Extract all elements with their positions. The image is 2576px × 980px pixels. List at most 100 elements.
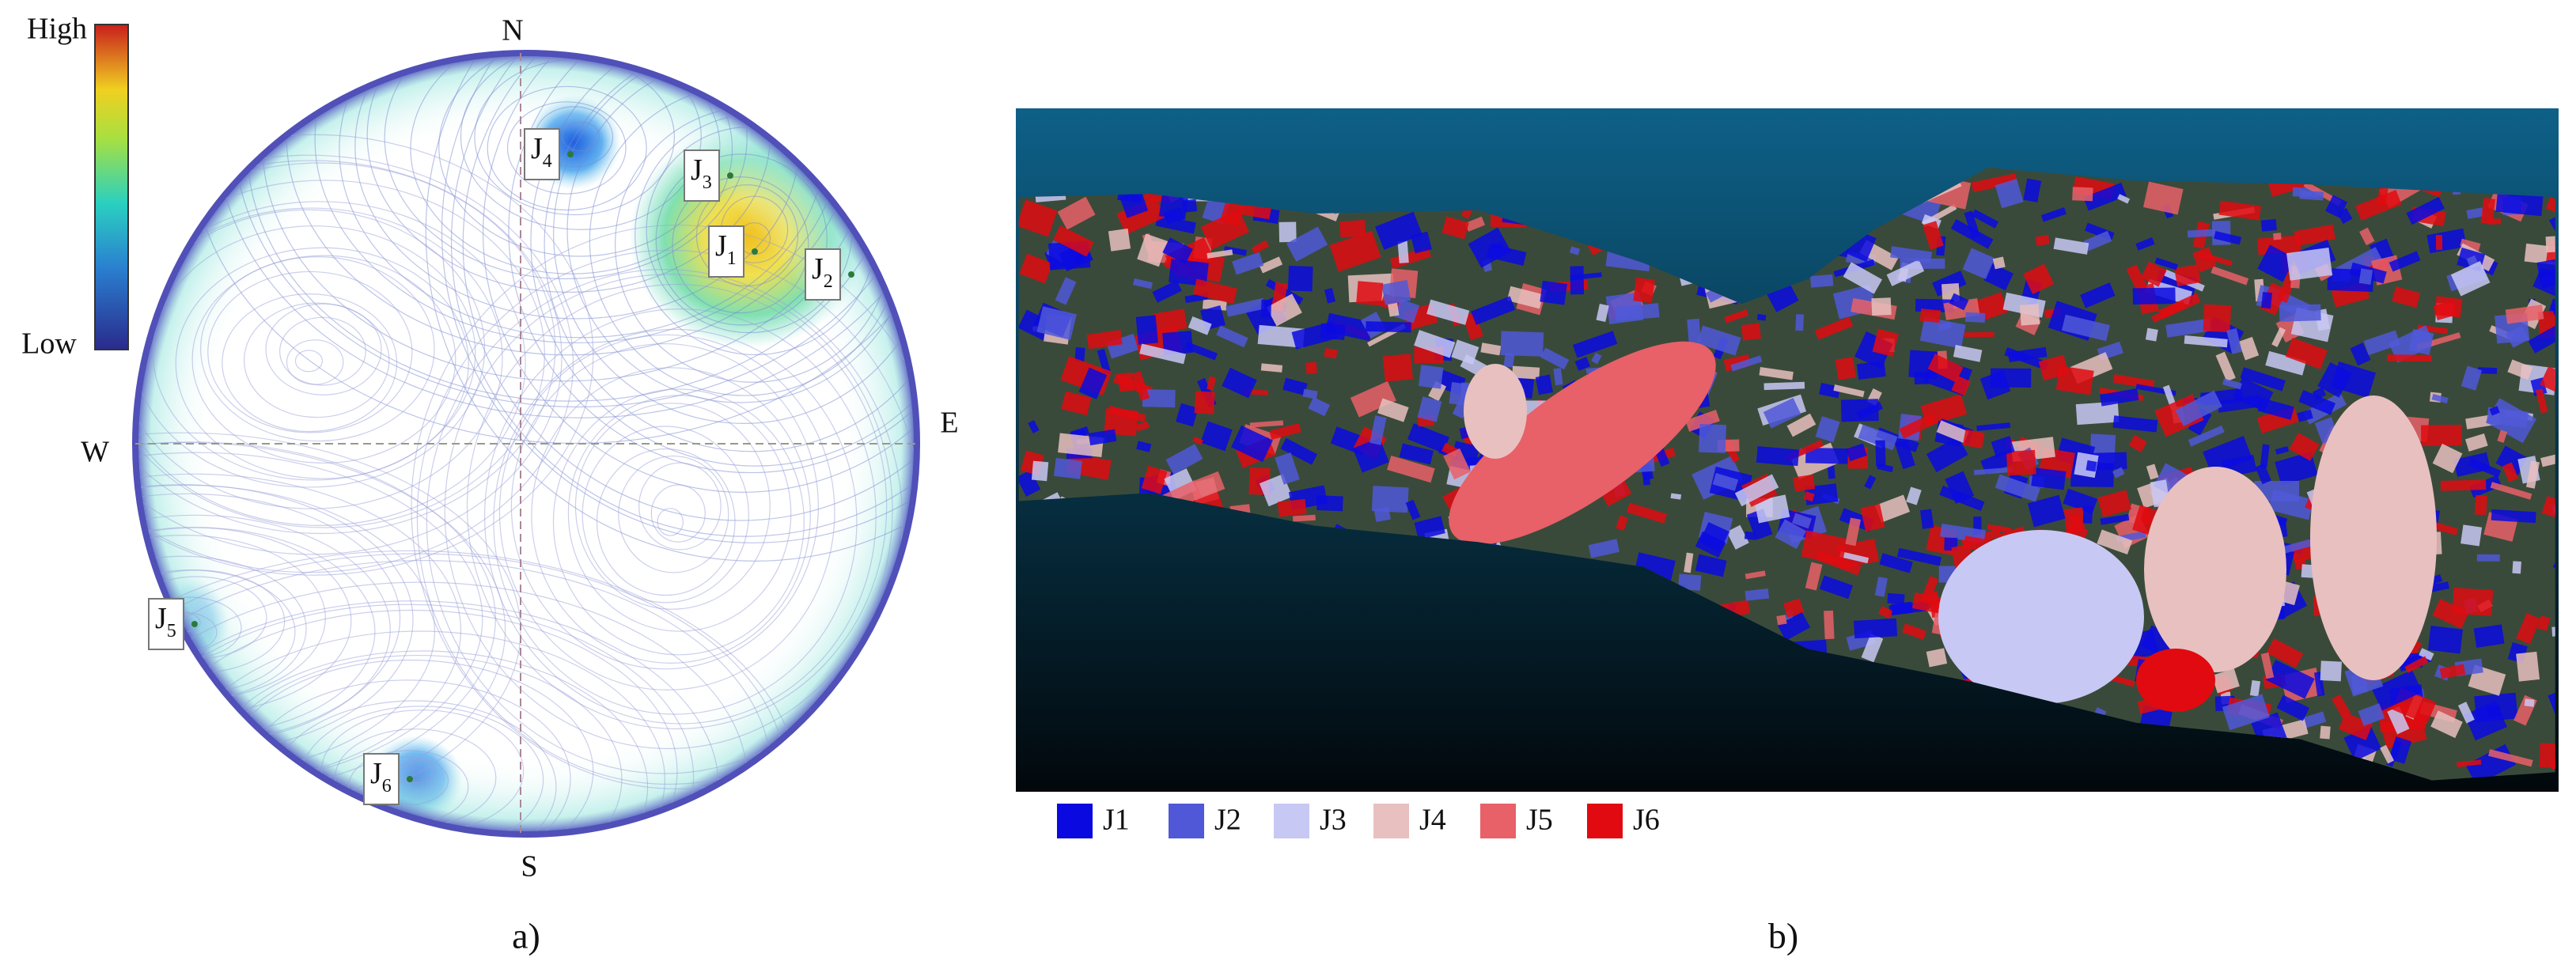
point-patch	[1734, 474, 1779, 507]
point-patch	[1162, 237, 1193, 264]
point-patch	[1633, 277, 1655, 304]
point-patch	[1695, 531, 1726, 558]
point-patch	[2516, 613, 2541, 645]
point-patch	[1839, 551, 1869, 564]
point-patch	[2289, 433, 2320, 461]
contour	[487, 85, 647, 211]
point-patch	[1846, 443, 1867, 462]
point-patch	[2053, 237, 2089, 255]
point-patch	[2083, 230, 2112, 252]
point-patch	[2217, 395, 2262, 413]
point-patch	[2474, 495, 2487, 516]
point-patch	[2456, 759, 2482, 767]
point-patch	[1878, 606, 1893, 619]
contour	[135, 207, 503, 509]
point-patch	[1397, 240, 1409, 263]
point-patch	[1269, 422, 1301, 441]
point-patch	[1824, 610, 1835, 640]
point-patch	[2332, 694, 2351, 719]
point-patch	[2265, 350, 2307, 376]
point-patch	[2226, 327, 2242, 354]
point-patch	[2188, 425, 2225, 447]
point-patch	[1976, 422, 2011, 431]
point-patch	[1840, 399, 1879, 422]
point-patch	[2489, 406, 2500, 416]
point-patch	[2255, 463, 2271, 485]
point-patch	[2023, 178, 2042, 202]
compass-w: W	[81, 436, 109, 469]
set-pole	[752, 248, 758, 255]
point-patch	[2038, 354, 2069, 381]
point-patch	[1685, 410, 1720, 432]
point-patch	[2184, 335, 2228, 348]
contour	[474, 59, 675, 216]
contour	[484, 308, 877, 725]
point-patch	[1983, 263, 2014, 291]
set-label-box	[363, 753, 400, 805]
point-patch	[2506, 325, 2529, 348]
point-patch	[1142, 389, 1176, 408]
point-patch	[2388, 251, 2421, 272]
point-patch	[1759, 367, 1794, 380]
point-patch	[1028, 419, 1040, 433]
point-patch	[2452, 588, 2494, 616]
point-patch	[2222, 694, 2270, 731]
point-patch	[2111, 675, 2135, 687]
point-patch	[1185, 342, 1218, 361]
set-label-letter: J	[812, 252, 824, 286]
point-patch	[1687, 318, 1701, 343]
point-patch	[2279, 304, 2321, 322]
point-patch	[2140, 261, 2167, 287]
contour	[581, 426, 749, 604]
point-patch	[2165, 318, 2212, 338]
point-patch	[1744, 570, 1766, 580]
contour	[553, 53, 917, 424]
point-patch	[1381, 279, 1411, 305]
point-patch	[2203, 436, 2252, 475]
contour	[638, 462, 722, 551]
point-patch	[1054, 457, 1082, 479]
point-patch	[1856, 361, 1886, 380]
point-patch	[1200, 421, 1233, 452]
point-patch	[1287, 265, 1313, 292]
point-patch	[1741, 323, 1761, 341]
point-patch	[2154, 257, 2178, 271]
point-patch	[1116, 196, 1165, 235]
point-patch	[2158, 293, 2201, 320]
point-patch	[2439, 664, 2466, 679]
point-patch	[1324, 348, 1338, 359]
point-patch	[1135, 315, 1158, 345]
point-patch	[2359, 227, 2375, 246]
point-patch	[2299, 190, 2324, 201]
set-pole	[567, 151, 574, 157]
point-patch	[1097, 348, 1112, 375]
contour	[222, 293, 398, 433]
point-patch	[2430, 710, 2463, 739]
point-patch	[2457, 702, 2475, 724]
point-patch	[1793, 474, 1816, 492]
set-label-box	[684, 149, 720, 202]
point-patch	[1414, 516, 1445, 540]
point-patch	[2388, 736, 2412, 764]
point-patch	[1932, 271, 1967, 297]
point-patch	[1678, 573, 1702, 591]
point-patch	[2008, 346, 2048, 363]
colorbar-high: High	[27, 13, 87, 46]
point-patch	[1286, 226, 1328, 262]
point-patch	[2524, 698, 2535, 707]
point-patch	[2100, 388, 2139, 407]
point-patch	[1730, 355, 1763, 372]
point-patch	[1971, 209, 1999, 229]
contour	[462, 53, 917, 521]
point-patch	[1795, 314, 1805, 331]
point-patch	[1503, 353, 1515, 368]
point-patch	[2173, 790, 2206, 823]
point-patch	[1919, 308, 1941, 324]
point-patch	[1939, 485, 1985, 512]
point-patch	[1792, 513, 1812, 529]
point-patch	[1371, 486, 1409, 513]
point-patch	[1417, 396, 1442, 422]
point-patch	[1164, 207, 1184, 225]
contour	[544, 53, 917, 452]
